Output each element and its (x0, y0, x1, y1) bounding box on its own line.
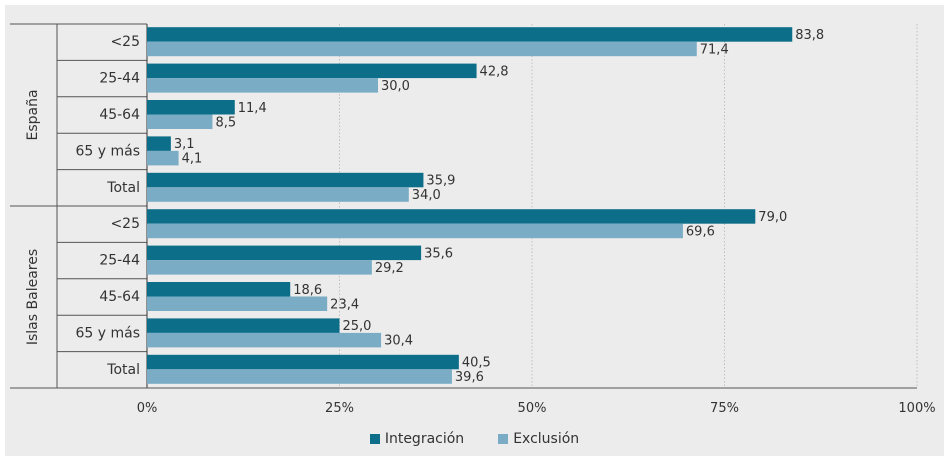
bar-integracion (147, 245, 422, 261)
legend-swatch-integracion (369, 434, 380, 444)
bar-integracion (147, 172, 424, 188)
bar-integracion (147, 282, 291, 297)
data-label-exclusion: 71,4 (700, 42, 729, 57)
bar-exclusion (147, 150, 179, 166)
data-label-integracion: 42,8 (480, 64, 509, 79)
legend-label-integracion: Integración (384, 431, 465, 447)
data-label-integracion: 11,4 (238, 101, 267, 116)
legend: Integración Exclusión (0, 428, 949, 450)
category-label: Total (106, 362, 140, 378)
bar-exclusion (147, 187, 409, 202)
data-label-exclusion: 39,6 (455, 370, 484, 385)
bar-integracion (147, 27, 793, 42)
data-label-integracion: 18,6 (293, 283, 322, 298)
x-tick-label: 0% (137, 401, 158, 416)
category-label: 65 y más (75, 325, 140, 341)
bar-integracion (147, 136, 171, 151)
bar-exclusion (147, 223, 683, 239)
bar-exclusion (147, 332, 382, 348)
bar-integracion (147, 354, 459, 370)
x-tick-label: 100% (898, 401, 935, 416)
x-tick-label: 50% (518, 401, 547, 416)
data-label-integracion: 35,6 (424, 246, 453, 261)
category-label: 25-44 (99, 71, 140, 87)
bar-integracion (147, 100, 235, 115)
x-tick-label: 25% (325, 401, 354, 416)
bar-exclusion (147, 369, 452, 384)
category-label: <25 (110, 34, 140, 50)
x-tick-label: 75% (710, 401, 739, 416)
bar-integracion (147, 209, 756, 224)
group-label-1: Islas Baleares (25, 249, 41, 345)
legend-swatch-exclusion (498, 434, 509, 444)
bar-exclusion (147, 41, 697, 57)
category-label: 45-64 (99, 107, 140, 123)
category-label: 65 y más (75, 143, 140, 159)
data-label-exclusion: 69,6 (686, 224, 715, 239)
data-label-exclusion: 23,4 (330, 297, 359, 312)
bar-exclusion (147, 296, 328, 311)
legend-item-exclusion: Exclusión (498, 431, 579, 447)
data-label-exclusion: 8,5 (215, 115, 236, 130)
category-label: 25-44 (99, 253, 140, 269)
data-label-exclusion: 4,1 (182, 152, 203, 167)
bar-exclusion (147, 260, 372, 275)
bar-exclusion (147, 114, 213, 129)
data-label-exclusion: 34,0 (412, 188, 441, 203)
bar-exclusion (147, 78, 378, 93)
data-label-integracion: 25,0 (343, 319, 372, 334)
data-label-integracion: 79,0 (758, 210, 787, 225)
category-label: <25 (110, 216, 140, 232)
group-label-0: España (25, 89, 41, 140)
data-label-integracion: 3,1 (174, 137, 195, 152)
data-label-integracion: 40,5 (462, 356, 491, 371)
data-label-exclusion: 29,2 (375, 261, 404, 276)
legend-item-integracion: Integración (369, 431, 465, 447)
legend-label-exclusion: Exclusión (513, 431, 580, 447)
data-label-exclusion: 30,0 (381, 79, 410, 94)
category-label: Total (106, 180, 140, 196)
data-label-exclusion: 30,4 (384, 334, 413, 349)
bar-integracion (147, 63, 477, 79)
data-label-integracion: 83,8 (795, 28, 824, 43)
data-label-integracion: 35,9 (426, 174, 455, 189)
bar-integracion (147, 318, 340, 333)
category-label: 45-64 (99, 289, 140, 305)
